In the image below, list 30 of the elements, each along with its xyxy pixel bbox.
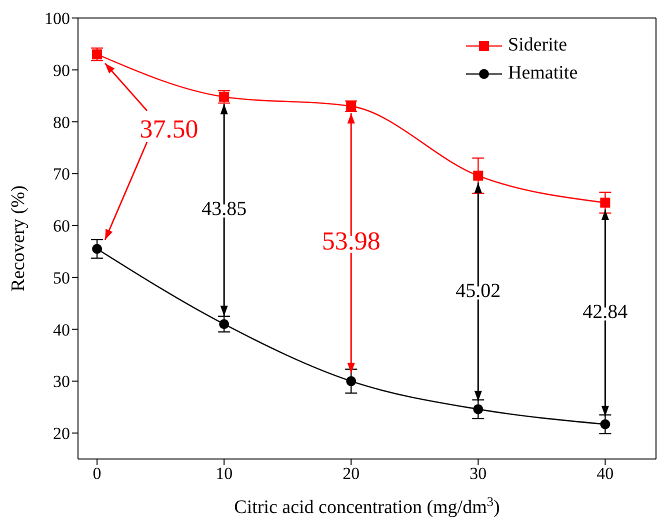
- annotation: 45.02: [456, 280, 501, 302]
- y-tick-label: 30: [53, 372, 70, 392]
- x-tick-label: 10: [216, 464, 233, 484]
- legend-label: Hematite: [508, 62, 578, 84]
- y-tick-label: 40: [53, 320, 70, 340]
- annotation: 53.98: [322, 226, 380, 256]
- y-tick-label: 60: [53, 216, 70, 236]
- point: [473, 404, 484, 414]
- y-tick-label: 20: [53, 424, 70, 444]
- x-tick-label: 40: [596, 464, 614, 484]
- point: [346, 376, 356, 386]
- y-axis-title: Recovery (%): [8, 185, 29, 292]
- y-tick-label: 80: [53, 112, 70, 132]
- x-tick-label: 30: [470, 464, 487, 484]
- point: [92, 244, 102, 254]
- annotation: 43.85: [202, 198, 247, 220]
- x-axis-title: Citric acid concentration (mg/dm$^{3}$): [234, 494, 500, 518]
- y-tick-label: 90: [53, 60, 70, 80]
- y-tick-label: 70: [53, 164, 70, 184]
- point: [600, 419, 610, 430]
- point: [219, 319, 230, 330]
- y-tick-label: 100: [44, 9, 70, 28]
- point: [600, 198, 610, 208]
- annotation: 37.50: [140, 114, 198, 144]
- y-tick-label: 50: [53, 268, 70, 288]
- point: [473, 170, 484, 181]
- x-tick-label: 0: [92, 464, 102, 484]
- legend-label: Siderite: [508, 34, 568, 56]
- annotation: 42.84: [582, 301, 628, 324]
- x-tick-label: 20: [342, 464, 360, 484]
